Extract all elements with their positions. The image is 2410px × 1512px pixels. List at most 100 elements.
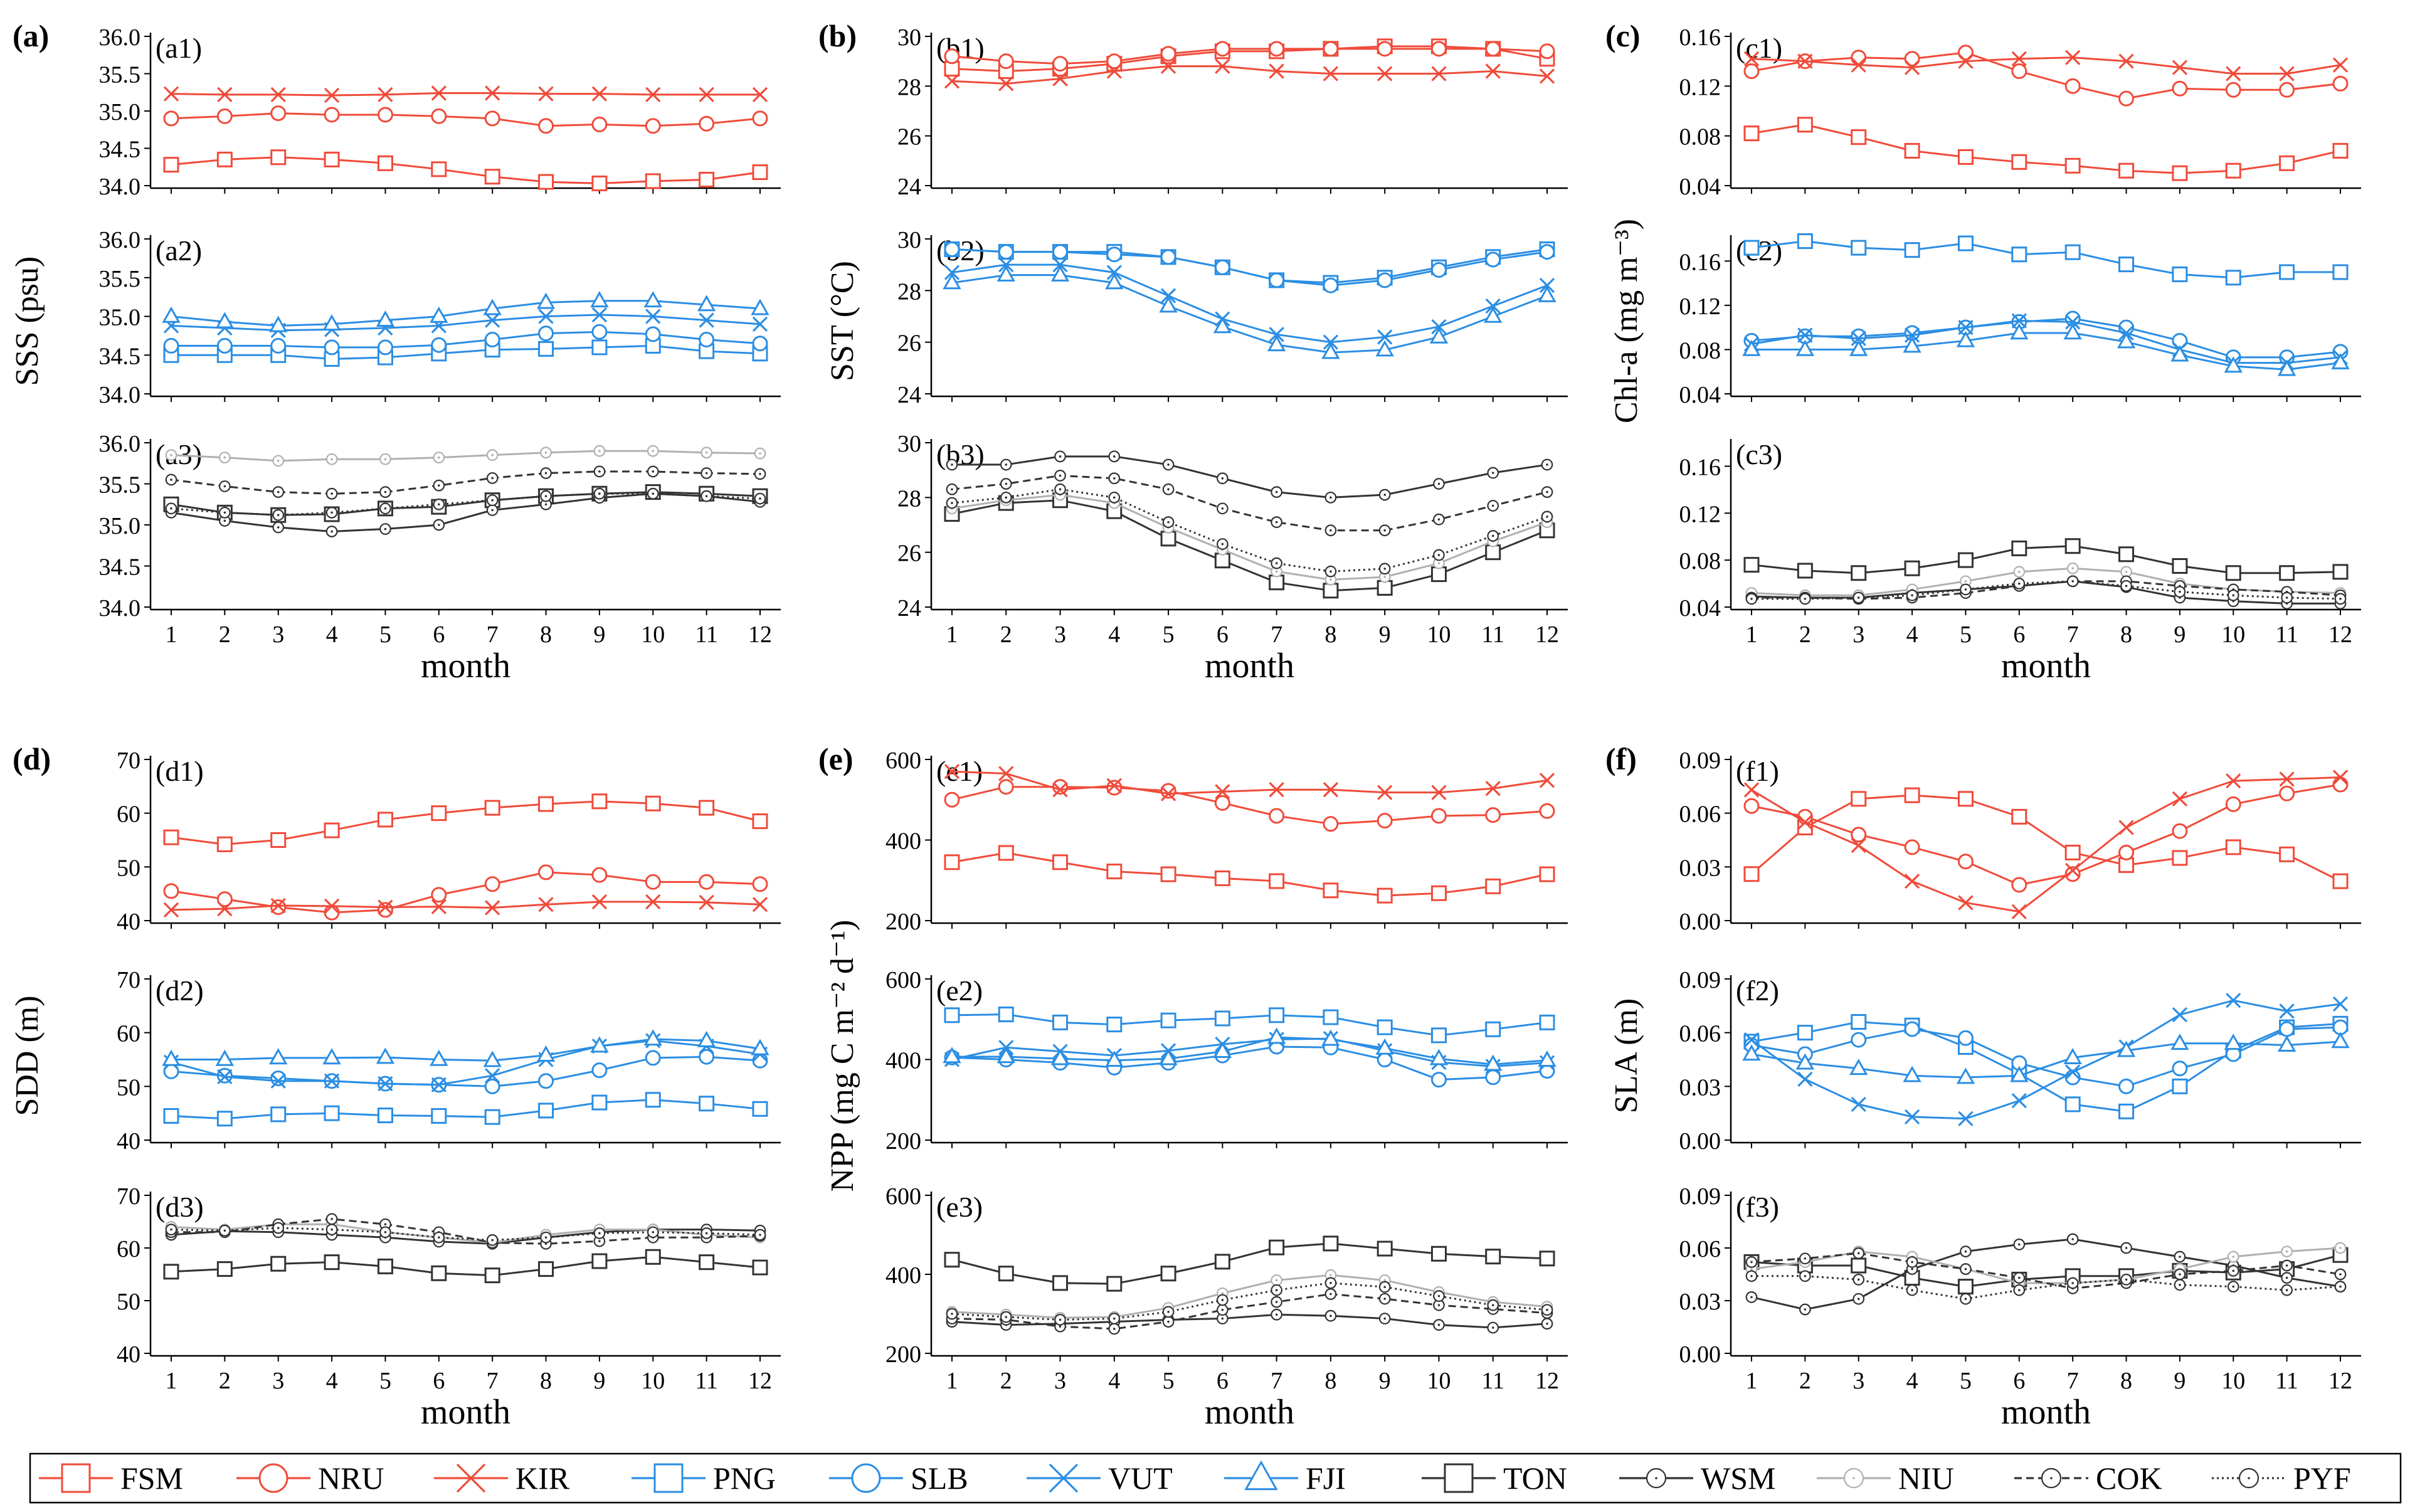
series-line <box>1751 1252 2341 1289</box>
data-point <box>591 793 608 810</box>
data-point <box>1539 277 1555 293</box>
y-tick-label: 0.16 <box>1679 454 1721 480</box>
data-point <box>1105 1050 1124 1067</box>
x-tick-label: 7 <box>487 621 499 648</box>
series-pyf <box>165 1222 766 1246</box>
series-slb <box>1743 1019 2349 1094</box>
data-point <box>645 87 661 102</box>
series-line <box>1752 332 2341 371</box>
data-point <box>377 1258 393 1274</box>
data-point <box>433 498 445 510</box>
data-point <box>1485 1021 1501 1037</box>
data-point <box>322 314 341 331</box>
data-point <box>2224 356 2243 373</box>
data-point <box>1958 53 1974 69</box>
data-point <box>430 306 448 323</box>
data-point <box>1743 782 1760 798</box>
data-point <box>1743 557 1760 573</box>
data-point <box>1214 870 1230 887</box>
data-point <box>1323 1009 1339 1025</box>
series-line <box>171 330 761 349</box>
data-point <box>219 480 231 492</box>
legend-item-cok: COK <box>2014 1461 2162 1496</box>
x-tick-label: 8 <box>1324 1368 1336 1394</box>
data-point <box>1851 330 1866 346</box>
series-line <box>951 474 1548 532</box>
series-pyf <box>946 483 1553 578</box>
data-point <box>325 526 338 537</box>
data-point <box>2011 904 2027 919</box>
series-line <box>171 1218 761 1245</box>
data-point <box>699 312 714 328</box>
data-point <box>163 337 179 354</box>
data-point <box>270 899 287 916</box>
series-line <box>951 1313 1548 1329</box>
legend-item-pyf: PYF <box>2212 1461 2351 1496</box>
legend-item-wsm: WSM <box>1619 1461 1775 1496</box>
data-point <box>2334 593 2347 605</box>
series-png <box>1743 233 2349 286</box>
data-point <box>217 1069 233 1085</box>
x-tick-label: 5 <box>1163 621 1175 648</box>
data-point <box>377 902 393 918</box>
data-point <box>645 795 661 812</box>
group-letter: (c) <box>1605 18 1641 53</box>
series-line <box>1751 1040 2341 1079</box>
data-point <box>1378 1293 1391 1305</box>
data-point <box>944 265 960 280</box>
series-slb <box>944 1039 1555 1088</box>
legend-item-fsm: FSM <box>39 1461 183 1496</box>
data-point <box>1321 1029 1340 1046</box>
x-tick-label: 5 <box>1163 1368 1175 1394</box>
x-tick-label: 1 <box>1746 621 1758 648</box>
data-point <box>433 452 445 463</box>
legend-item-nru: NRU <box>236 1461 384 1496</box>
y-tick-label: 40 <box>117 909 140 935</box>
y-tick-label: 35.0 <box>99 305 141 331</box>
data-point <box>2172 558 2188 574</box>
series-line <box>951 499 1548 592</box>
data-point <box>1377 329 1393 345</box>
data-point <box>377 155 393 171</box>
series-line <box>951 248 1548 287</box>
data-point <box>1106 63 1122 79</box>
series-line <box>952 455 1548 499</box>
data-point <box>1541 458 1553 471</box>
data-point <box>1431 66 1447 82</box>
legend-marker <box>653 1463 684 1493</box>
data-point <box>483 1050 502 1067</box>
data-point <box>270 105 287 122</box>
data-point <box>2118 53 2134 69</box>
data-point <box>1323 782 1339 798</box>
series-line <box>951 1037 1548 1067</box>
series-kir <box>944 58 1555 92</box>
data-point <box>2013 1239 2026 1250</box>
data-point <box>946 1308 958 1320</box>
x-tick-label: 4 <box>1108 1368 1120 1394</box>
data-point <box>1269 327 1284 342</box>
data-point <box>1904 839 1920 855</box>
data-point <box>1960 583 1972 596</box>
data-point <box>1106 53 1123 70</box>
data-point <box>591 175 608 191</box>
x-tick-label: 10 <box>641 1368 665 1394</box>
data-point <box>1851 1257 1867 1274</box>
data-point <box>270 1073 286 1089</box>
data-point <box>2172 791 2188 806</box>
data-point <box>2225 82 2241 98</box>
data-point <box>699 332 715 348</box>
data-point <box>1052 1014 1069 1030</box>
data-point <box>699 87 714 102</box>
series-niu <box>946 1269 1553 1324</box>
data-point <box>1906 1256 1918 1268</box>
y-axis-label: SDD (m) <box>9 995 45 1116</box>
data-point <box>431 85 447 101</box>
data-point <box>1851 565 1867 581</box>
panel-label: (f1) <box>1736 755 1779 787</box>
data-point <box>270 149 287 166</box>
data-point <box>219 1224 231 1237</box>
data-point <box>2063 1047 2082 1064</box>
data-point <box>484 1267 500 1284</box>
data-point <box>379 523 391 535</box>
data-point <box>1485 1249 1501 1265</box>
